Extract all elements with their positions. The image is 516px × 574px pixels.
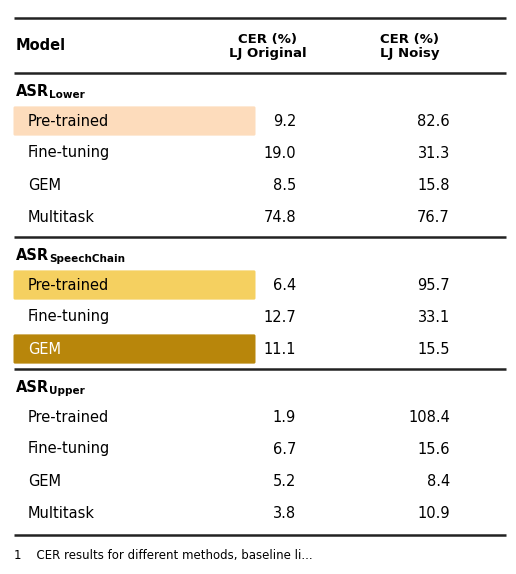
Text: 31.3: 31.3: [418, 145, 450, 161]
Text: Fine-tuning: Fine-tuning: [28, 309, 110, 324]
Text: 15.5: 15.5: [417, 342, 450, 356]
Text: ASR: ASR: [16, 379, 49, 394]
Text: 15.6: 15.6: [417, 441, 450, 456]
Text: 76.7: 76.7: [417, 210, 450, 224]
Text: Pre-trained: Pre-trained: [28, 409, 109, 425]
Text: CER (%): CER (%): [380, 33, 440, 45]
Text: 12.7: 12.7: [263, 309, 296, 324]
FancyBboxPatch shape: [13, 106, 255, 135]
Text: Pre-trained: Pre-trained: [28, 114, 109, 129]
FancyBboxPatch shape: [13, 335, 255, 363]
Text: 1.9: 1.9: [273, 409, 296, 425]
Text: Fine-tuning: Fine-tuning: [28, 145, 110, 161]
Text: 3.8: 3.8: [273, 506, 296, 521]
Text: 11.1: 11.1: [264, 342, 296, 356]
Text: 19.0: 19.0: [263, 145, 296, 161]
Text: SpeechChain: SpeechChain: [49, 254, 125, 264]
Text: GEM: GEM: [28, 177, 61, 192]
Text: 10.9: 10.9: [417, 506, 450, 521]
Text: 8.4: 8.4: [427, 474, 450, 488]
Text: Upper: Upper: [49, 386, 85, 396]
Text: 82.6: 82.6: [417, 114, 450, 129]
Text: 5.2: 5.2: [272, 474, 296, 488]
Text: 95.7: 95.7: [417, 277, 450, 293]
Text: 33.1: 33.1: [418, 309, 450, 324]
Text: ASR: ASR: [16, 83, 49, 99]
Text: Fine-tuning: Fine-tuning: [28, 441, 110, 456]
Text: CER (%): CER (%): [238, 33, 298, 45]
Text: Multitask: Multitask: [28, 210, 95, 224]
Text: GEM: GEM: [28, 474, 61, 488]
Text: LJ Noisy: LJ Noisy: [380, 46, 440, 60]
Text: Model: Model: [16, 38, 66, 53]
Text: LJ Original: LJ Original: [229, 46, 307, 60]
FancyBboxPatch shape: [13, 270, 255, 300]
Text: ASR: ASR: [16, 247, 49, 262]
Text: Lower: Lower: [49, 90, 85, 100]
Text: 108.4: 108.4: [408, 409, 450, 425]
Text: 15.8: 15.8: [417, 177, 450, 192]
Text: 6.4: 6.4: [273, 277, 296, 293]
Text: 1    CER results for different methods, baseline li...: 1 CER results for different methods, bas…: [14, 549, 313, 561]
Text: 9.2: 9.2: [272, 114, 296, 129]
Text: 8.5: 8.5: [273, 177, 296, 192]
Text: 74.8: 74.8: [263, 210, 296, 224]
Text: Pre-trained: Pre-trained: [28, 277, 109, 293]
Text: Multitask: Multitask: [28, 506, 95, 521]
Text: 6.7: 6.7: [272, 441, 296, 456]
Text: GEM: GEM: [28, 342, 61, 356]
